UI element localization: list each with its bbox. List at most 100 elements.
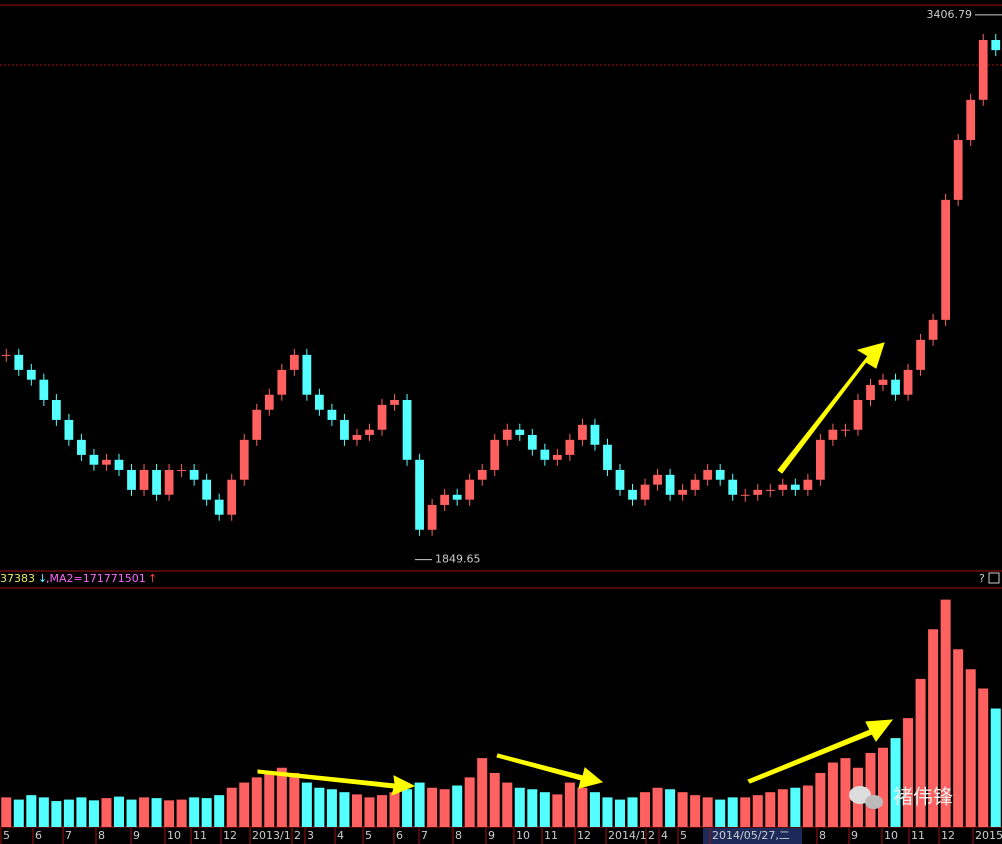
volume-bar bbox=[890, 738, 901, 827]
x-tick-label: 12 bbox=[941, 829, 955, 842]
volume-bar bbox=[652, 787, 663, 827]
candle bbox=[765, 489, 775, 491]
volume-bar bbox=[640, 792, 651, 827]
x-tick-label: 11 bbox=[544, 829, 558, 842]
candle bbox=[89, 454, 99, 465]
volume-bar bbox=[164, 800, 175, 827]
volume-bar bbox=[76, 797, 87, 827]
x-tick-label: 2013/1 bbox=[252, 829, 291, 842]
volume-bar bbox=[364, 797, 375, 827]
volume-bar bbox=[777, 789, 788, 827]
volume-bar bbox=[226, 787, 237, 827]
candle bbox=[440, 494, 450, 505]
volume-bar bbox=[727, 797, 738, 827]
volume-bar bbox=[289, 772, 300, 827]
candle bbox=[941, 199, 951, 320]
volume-bar bbox=[840, 758, 851, 827]
volume-bar bbox=[489, 772, 500, 827]
x-tick-label: 9 bbox=[851, 829, 858, 842]
candle bbox=[853, 399, 863, 430]
volume-bar bbox=[815, 772, 826, 827]
candle bbox=[202, 479, 212, 500]
candle bbox=[152, 469, 161, 495]
volume-bar bbox=[715, 799, 726, 827]
volume-bar bbox=[452, 785, 463, 827]
ma2-arrow: ↑ bbox=[148, 572, 157, 585]
volume-bar bbox=[978, 688, 989, 827]
volume-bar bbox=[790, 787, 801, 827]
candle bbox=[841, 429, 850, 431]
candle bbox=[327, 409, 337, 420]
volume-bar bbox=[126, 799, 137, 827]
x-tick-label: 2014/05/27,二 bbox=[712, 829, 790, 842]
x-tick-label: 10 bbox=[167, 829, 181, 842]
volume-bar bbox=[477, 758, 488, 827]
volume-bar bbox=[189, 797, 200, 827]
volume-bar bbox=[928, 629, 939, 827]
candle bbox=[252, 409, 262, 440]
x-tick-label: 8 bbox=[455, 829, 462, 842]
volume-bar bbox=[276, 767, 287, 827]
candle bbox=[803, 479, 813, 490]
candle bbox=[415, 459, 424, 530]
wechat-icon bbox=[865, 795, 883, 809]
x-tick-label: 5 bbox=[3, 829, 10, 842]
candle bbox=[477, 469, 487, 480]
candle bbox=[991, 39, 1001, 51]
candle bbox=[690, 479, 700, 490]
candle bbox=[277, 369, 287, 395]
help-icon[interactable]: ? bbox=[979, 572, 985, 585]
volume-bar bbox=[564, 782, 575, 827]
annotation-arrows bbox=[257, 342, 894, 796]
candle bbox=[703, 469, 713, 480]
volume-bar bbox=[802, 785, 813, 827]
volume-bar bbox=[427, 787, 438, 827]
candle bbox=[740, 494, 750, 496]
arrow bbox=[747, 719, 894, 784]
candle bbox=[628, 489, 637, 500]
candle bbox=[678, 489, 687, 495]
volume-bar bbox=[88, 800, 99, 827]
candle bbox=[289, 354, 299, 370]
volume-bar bbox=[201, 798, 212, 827]
volume-bar bbox=[301, 782, 312, 827]
volume-bar bbox=[402, 789, 413, 827]
x-tick-label: 4 bbox=[337, 829, 344, 842]
volume-bar bbox=[464, 777, 475, 827]
candle bbox=[903, 369, 913, 395]
candle bbox=[214, 499, 224, 515]
volume-bar bbox=[614, 799, 625, 827]
volume-bar bbox=[339, 792, 350, 827]
arrow bbox=[777, 342, 885, 474]
volume-bar bbox=[827, 762, 838, 827]
candle bbox=[527, 434, 537, 450]
candle bbox=[452, 494, 462, 500]
volume-bar bbox=[239, 782, 250, 827]
candle bbox=[1, 354, 11, 356]
volume-bar bbox=[665, 789, 676, 827]
candle bbox=[565, 439, 575, 455]
ma2-text: ,MA2=171771501 bbox=[46, 572, 146, 585]
volume-bar bbox=[176, 799, 187, 827]
candle bbox=[127, 469, 136, 490]
candle bbox=[239, 439, 249, 480]
candle bbox=[114, 459, 124, 470]
volume-bar bbox=[26, 795, 37, 827]
volume-bar bbox=[314, 787, 325, 827]
candle bbox=[816, 439, 825, 480]
volume-bar bbox=[51, 801, 62, 827]
close-button[interactable] bbox=[988, 572, 1000, 584]
candle bbox=[653, 474, 662, 485]
candle bbox=[978, 39, 988, 100]
x-tick-label: 4 bbox=[661, 829, 668, 842]
volume-bar bbox=[702, 797, 713, 827]
watermark-text: 褚伟锋 bbox=[893, 785, 953, 809]
volume-bar bbox=[539, 792, 550, 827]
low-label: 1849.65 bbox=[435, 553, 481, 566]
candle bbox=[302, 354, 312, 395]
candle bbox=[227, 479, 237, 515]
candle bbox=[502, 429, 512, 440]
vol-arrow: ↓ bbox=[38, 572, 47, 585]
volume-bar bbox=[514, 787, 525, 827]
volume-bar bbox=[101, 798, 112, 827]
